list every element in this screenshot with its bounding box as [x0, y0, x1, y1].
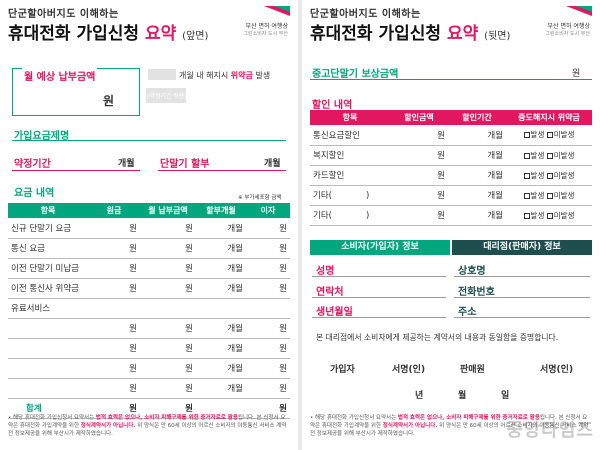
date-year: 년 [415, 391, 424, 401]
tradein-label: 중고단말기 보상금액 [312, 69, 399, 80]
subtitle: 단군할아버지도 이해하는 [8, 9, 119, 20]
subscriber-sign: 서명(인) [392, 365, 426, 375]
penalty-yes-checkbox[interactable] [523, 172, 530, 179]
date-month: 월 [458, 391, 467, 401]
plan-name-label: 가입요금제명 [14, 131, 70, 142]
penalty-no-checkbox[interactable] [546, 172, 553, 179]
installment-label: 단말기 할부 [160, 159, 210, 170]
table-row: 이전 통신사 위약금 원 원 개월 원 [8, 278, 290, 299]
agent-address-label: 주소 [458, 307, 477, 318]
fee-table: 항목 원금 월 납부금액 할부개월 이자 신규 단말기 요금 원 원 개월 원 통신 요… [8, 203, 290, 419]
back-footer-note: • 해당 휴대전화 가입신청서 요약서는 법적 효력은 없으나, 소비자 피해구… [310, 415, 589, 437]
table-row: 이전 단말기 미납금 원 원 개월 원 [8, 258, 290, 279]
fee-table-header: 항목 원금 월 납부금액 할부개월 이자 [8, 203, 290, 218]
cancel-months-text: 개월 내 해지시 위약금 발생 [179, 71, 271, 80]
penalty-yes-checkbox[interactable] [523, 212, 530, 219]
back-header: 단군할아버지도 이해하는 휴대전화 가입신청 요약 (뒷면) 부산 면허 여행상… [302, 0, 600, 55]
table-row: 유료서비스 [8, 298, 290, 319]
hint-note: 가입비 포함 월 예상 납부금액 계약서 기재 [190, 89, 287, 95]
discount-label: 할인 내역 [312, 100, 353, 111]
front-page: 단군할아버지도 이해하는 휴대전화 가입신청 요약 (앞면) 부산 면허 여행상… [0, 0, 298, 450]
installment-months: 개월 [264, 159, 281, 169]
table-row: 통신 요금 원 원 개월 원 [8, 238, 290, 259]
table-row: 신규 단말기 요금 원 원 개월 원 [8, 218, 290, 239]
table-row: 원 원 개월 원 [8, 338, 290, 359]
fee-details-label: 요금 내역 [14, 188, 55, 199]
seller-label: 판매원 [460, 365, 485, 375]
penalty-no-checkbox[interactable] [546, 212, 553, 219]
penalty-yes-checkbox[interactable] [523, 152, 530, 159]
penalty-no-checkbox[interactable] [546, 152, 553, 159]
table-row: 원 원 개월 원 [8, 378, 290, 399]
table-row: 복지할인 원 개월 발생 미발생 [310, 145, 592, 166]
penalty-yes-checkbox[interactable] [523, 132, 530, 139]
contract-period-months: 개월 [118, 159, 135, 169]
confirmation-text: 본 대리점에서 소비자에게 제공하는 계약서의 내용과 동일함을 증명합니다. [316, 333, 559, 342]
table-row: 기타() 원 개월 발생 미발생 [310, 185, 592, 206]
consumer-name-label: 성명 [316, 266, 335, 277]
monthly-payment-label: 월 예상 납부금액 [22, 68, 98, 83]
vat-note: ※ 부가세포함 금액 [238, 195, 282, 201]
discount-table-header: 항목 할인금액 할인기간 중도해지시 위약금 [310, 110, 592, 125]
contract-period-label: 약정기간 [14, 159, 51, 170]
page-title: 휴대전화 가입신청 요약 (앞면) [8, 24, 209, 44]
table-row: 원 원 개월 원 [8, 318, 290, 339]
penalty-no-checkbox[interactable] [546, 132, 553, 139]
front-footer-note: • 해당 휴대전화 가입신청서 요약서는 법적 효력은 없으나, 소비자 피해구… [8, 415, 287, 437]
hint-box [146, 88, 186, 103]
subtitle: 단군할아버지도 이해하는 [310, 9, 421, 20]
tradein-won: 원 [572, 69, 581, 79]
discount-table: 항목 할인금액 할인기간 중도해지시 위약금 통신요금할인 원 개월 발생 미발생 … [310, 110, 592, 226]
page-title: 휴대전화 가입신청 요약 (뒷면) [310, 24, 511, 44]
table-row: 원 원 개월 원 [8, 358, 290, 379]
watermark: 중앙타임즈 [506, 420, 594, 441]
consumer-phone-label: 연락처 [316, 287, 344, 298]
consumer-birth-label: 생년월일 [316, 307, 353, 318]
penalty-no-checkbox[interactable] [546, 192, 553, 199]
consumer-info-header: 소비자(가입자) 정보 [310, 240, 450, 255]
cancel-months-box [148, 69, 176, 80]
agent-phone-label: 전화번호 [458, 287, 495, 298]
busan-logo: 부산 면허 여행상 그린소비자 도시 부산 [238, 6, 290, 40]
agent-info-header: 대리점(판매자) 정보 [452, 240, 592, 255]
date-day: 일 [501, 391, 510, 401]
table-row: 카드할인 원 개월 발생 미발생 [310, 165, 592, 186]
busan-logo: 부산 면허 여행상 그린소비자 도시 부산 [540, 6, 592, 40]
monthly-won: 원 [103, 94, 115, 108]
back-page: 단군할아버지도 이해하는 휴대전화 가입신청 요약 (뒷면) 부산 면허 여행상… [302, 0, 600, 450]
agent-company-label: 상호명 [458, 266, 486, 277]
table-row: 통신요금할인 원 개월 발생 미발생 [310, 125, 592, 146]
seller-sign: 서명(인) [540, 365, 574, 375]
front-header: 단군할아버지도 이해하는 휴대전화 가입신청 요약 (앞면) 부산 면허 여행상… [0, 0, 298, 55]
table-row: 기타() 원 개월 발생 미발생 [310, 205, 592, 226]
penalty-yes-checkbox[interactable] [523, 192, 530, 199]
subscriber-label: 가입자 [330, 365, 355, 375]
hint-text: (약정기간 적용) [147, 93, 187, 100]
